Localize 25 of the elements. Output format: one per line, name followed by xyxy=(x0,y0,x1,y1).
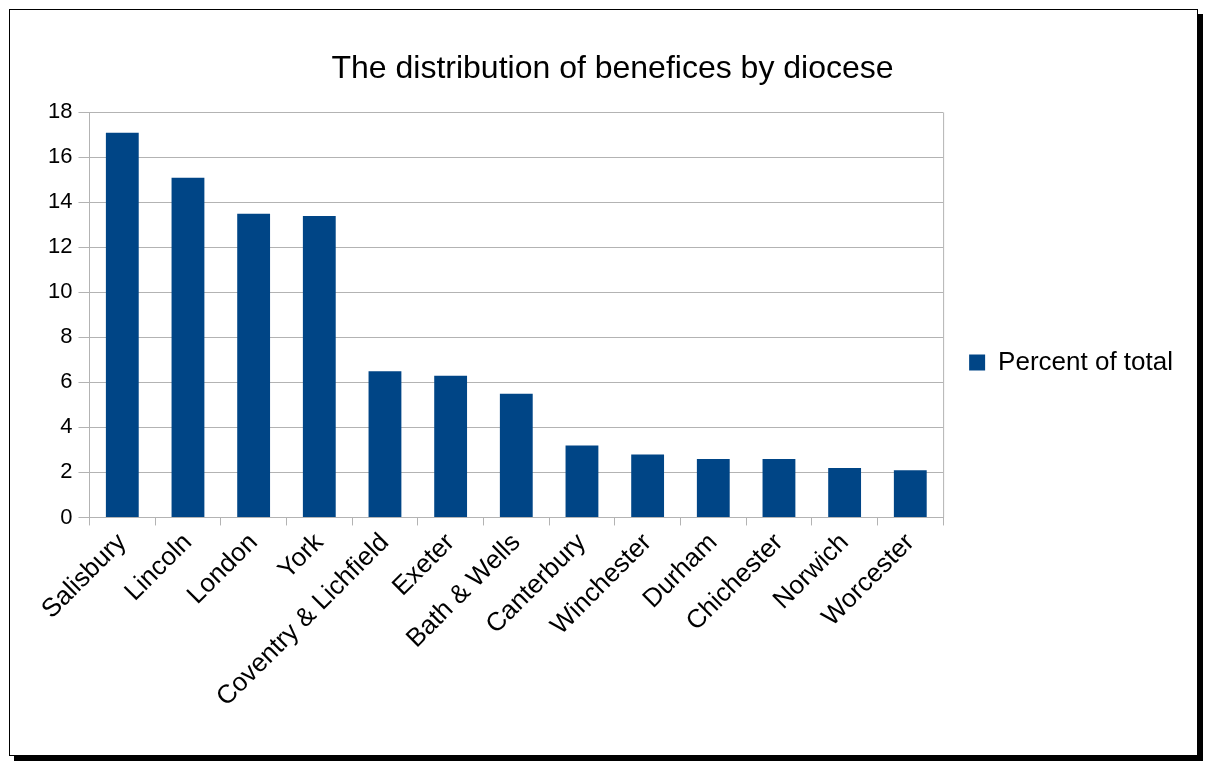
y-tick-label: 6 xyxy=(60,368,73,394)
chart-title: The distribution of benefices by diocese xyxy=(331,49,894,86)
y-tick-label: 12 xyxy=(47,233,73,259)
y-tick-label: 10 xyxy=(47,278,73,304)
bar xyxy=(171,177,205,517)
bar xyxy=(302,215,336,517)
legend-label: Percent of total xyxy=(998,345,1174,376)
bar xyxy=(434,375,468,517)
bar xyxy=(762,458,796,517)
y-tick-label: 18 xyxy=(47,98,73,124)
bar xyxy=(368,371,402,517)
y-tick-label: 16 xyxy=(47,143,73,169)
bar xyxy=(565,445,599,517)
y-tick-label: 14 xyxy=(47,188,73,214)
bar xyxy=(237,213,271,517)
y-tick-label: 0 xyxy=(60,503,73,529)
bar xyxy=(105,132,139,517)
y-tick-label: 8 xyxy=(60,323,73,349)
y-tick-label: 4 xyxy=(60,413,73,439)
bar xyxy=(499,393,533,517)
bar xyxy=(631,454,665,517)
y-tick-label: 2 xyxy=(60,458,73,484)
bar xyxy=(828,467,862,517)
bar xyxy=(893,470,927,517)
bar xyxy=(696,458,730,517)
